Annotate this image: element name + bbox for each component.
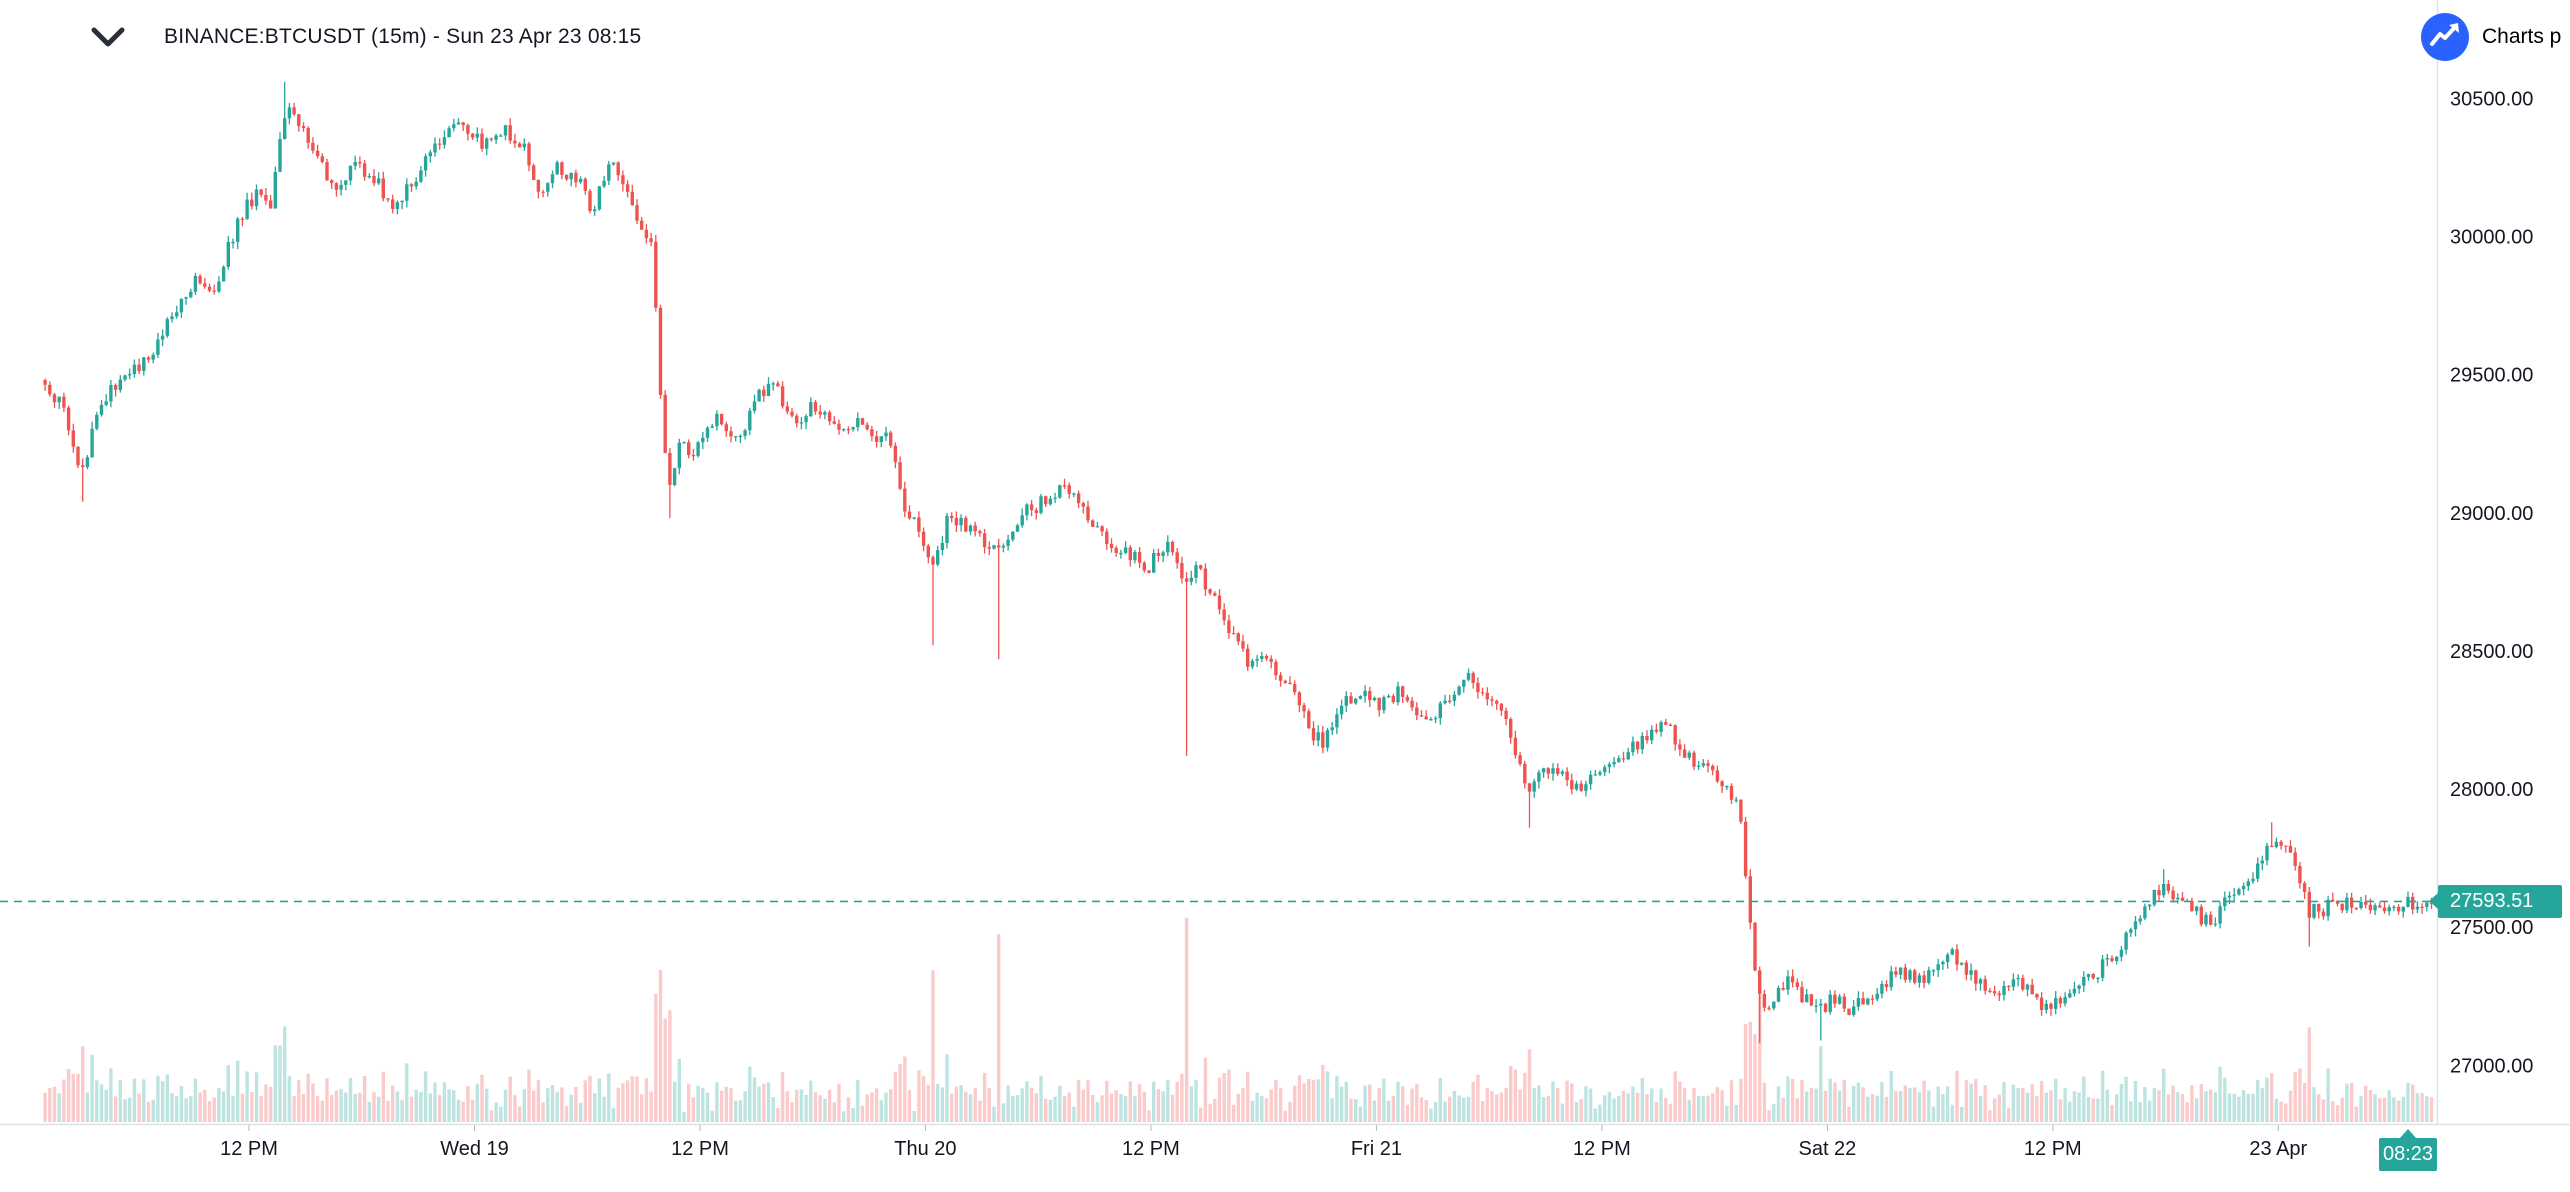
chart-header: BINANCE:BTCUSDT (15m) - Sun 23 Apr 23 08… xyxy=(88,24,641,50)
svg-text:Wed 19: Wed 19 xyxy=(440,1138,509,1160)
svg-text:Thu 20: Thu 20 xyxy=(894,1138,956,1160)
chart-title: BINANCE:BTCUSDT (15m) - Sun 23 Apr 23 08… xyxy=(164,25,642,48)
chevron-down-icon[interactable] xyxy=(88,24,128,50)
svg-text:28500.00: 28500.00 xyxy=(2450,641,2533,663)
charts-logo-icon[interactable] xyxy=(2420,12,2470,62)
svg-text:29000.00: 29000.00 xyxy=(2450,503,2533,525)
last-price-badge: 27593.51 xyxy=(2429,884,2562,918)
svg-text:30500.00: 30500.00 xyxy=(2450,88,2533,110)
svg-text:28000.00: 28000.00 xyxy=(2450,779,2533,801)
svg-text:Fri 21: Fri 21 xyxy=(1351,1138,1402,1160)
last-time-badge: 08:23 xyxy=(2379,1129,2437,1171)
branding-label: Charts p xyxy=(2482,25,2562,48)
svg-text:23 Apr: 23 Apr xyxy=(2249,1138,2307,1160)
svg-text:12 PM: 12 PM xyxy=(1573,1138,1631,1160)
svg-text:12 PM: 12 PM xyxy=(671,1138,729,1160)
svg-text:Sat 22: Sat 22 xyxy=(1798,1138,1856,1160)
svg-text:30000.00: 30000.00 xyxy=(2450,227,2533,249)
branding: Charts p xyxy=(2420,12,2570,62)
svg-text:27000.00: 27000.00 xyxy=(2450,1055,2533,1077)
svg-text:12 PM: 12 PM xyxy=(2024,1138,2082,1160)
svg-text:12 PM: 12 PM xyxy=(220,1138,278,1160)
svg-text:29500.00: 29500.00 xyxy=(2450,365,2533,387)
svg-text:12 PM: 12 PM xyxy=(1122,1138,1180,1160)
svg-text:27500.00: 27500.00 xyxy=(2450,917,2533,939)
